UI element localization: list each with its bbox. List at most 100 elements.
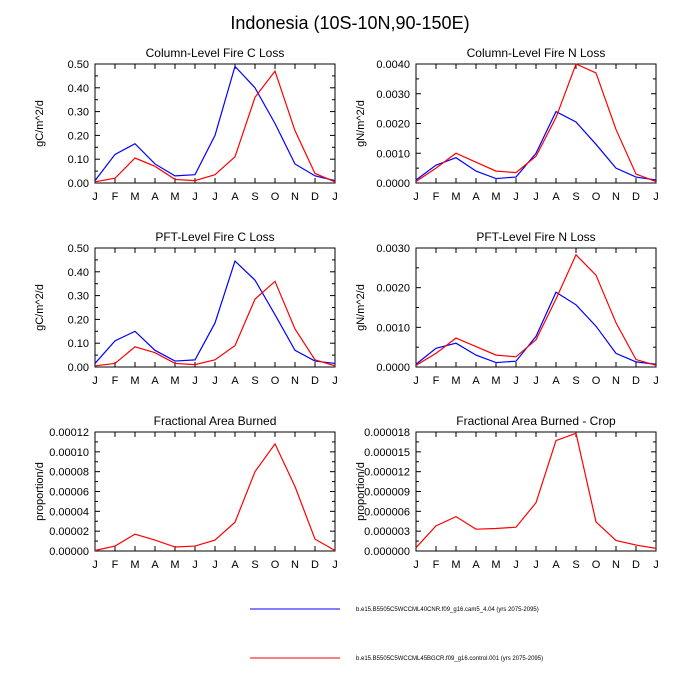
y-axis-label: gC/m^2/d (34, 100, 46, 147)
x-tick-label: J (653, 559, 659, 571)
y-tick-label: 0.10 (68, 338, 89, 350)
y-tick-label: 0.0000 (376, 178, 410, 190)
y-tick-label: 0.0020 (376, 283, 410, 295)
y-axis-label: proportion/d (34, 462, 46, 521)
x-tick-label: M (451, 559, 460, 571)
series-line-1 (94, 65, 336, 182)
y-tick-label: 0.50 (68, 59, 89, 71)
y-tick-label: 0.000009 (364, 487, 410, 499)
y-tick-label: 0.00004 (49, 506, 89, 518)
x-tick-label: O (271, 191, 280, 203)
x-tick-label: J (192, 191, 198, 203)
panel-title: PFT-Level Fire N Loss (476, 230, 595, 244)
x-tick-label: J (533, 191, 539, 203)
y-tick-label: 0.0020 (376, 119, 410, 131)
x-tick-label: D (311, 559, 319, 571)
plot-frame (94, 63, 336, 184)
y-tick-label: 0.0030 (376, 243, 410, 255)
y-tick-label: 0.00010 (49, 447, 89, 459)
x-tick-label: N (291, 191, 299, 203)
x-tick-label: F (112, 559, 119, 571)
y-axis-label: gC/m^2/d (34, 284, 46, 331)
x-tick-label: J (413, 375, 419, 387)
x-tick-label: D (311, 191, 319, 203)
x-tick-label: D (632, 191, 640, 203)
x-tick-label: M (170, 191, 179, 203)
x-tick-label: N (612, 375, 620, 387)
y-tick-label: 0.50 (68, 243, 89, 255)
series-line-2 (415, 63, 657, 183)
x-tick-label: J (92, 191, 98, 203)
x-tick-label: A (231, 375, 239, 387)
panel-title: Column-Level Fire N Loss (467, 46, 606, 60)
y-tick-label: 0.30 (68, 291, 89, 303)
x-tick-label: D (632, 375, 640, 387)
y-tick-label: 0.30 (68, 107, 89, 119)
x-tick-label: A (151, 559, 159, 571)
panel-title: Column-Level Fire C Loss (146, 46, 285, 60)
x-tick-label: A (552, 559, 560, 571)
y-tick-label: 0.0010 (376, 148, 410, 160)
y-tick-label: 0.20 (68, 130, 89, 142)
x-tick-label: A (552, 191, 560, 203)
x-tick-label: A (231, 191, 239, 203)
plot-frame (415, 431, 657, 552)
y-tick-label: 0.000003 (364, 526, 410, 538)
panel-6: Fractional Area Burned - Crop proportion/… (355, 414, 659, 571)
y-tick-label: 0.40 (68, 83, 89, 95)
x-tick-label: S (251, 191, 258, 203)
x-tick-label: O (592, 191, 601, 203)
x-tick-label: S (572, 191, 579, 203)
x-tick-label: F (433, 375, 440, 387)
x-tick-label: A (472, 559, 480, 571)
x-tick-label: S (251, 559, 258, 571)
y-tick-label: 0.0010 (376, 322, 410, 334)
y-tick-label: 0.000015 (364, 447, 410, 459)
x-tick-label: O (592, 559, 601, 571)
y-tick-label: 0.00000 (49, 546, 89, 558)
y-tick-label: 0.000000 (364, 546, 410, 558)
x-tick-label: A (552, 375, 560, 387)
x-tick-label: A (472, 191, 480, 203)
series-line-2 (94, 69, 336, 183)
x-tick-label: N (291, 559, 299, 571)
y-tick-label: 0.00 (68, 178, 89, 190)
x-tick-label: J (92, 375, 98, 387)
x-tick-label: S (572, 375, 579, 387)
x-tick-label: J (212, 191, 218, 203)
x-tick-label: J (192, 375, 198, 387)
y-axis-label: gN/m^2/d (355, 284, 367, 331)
legend-label-1: b.e15.B5505C5WCCML40CNR.f09_g16.cam5_4.0… (356, 607, 539, 613)
x-tick-label: F (112, 375, 119, 387)
x-tick-label: N (291, 375, 299, 387)
series-line-1 (415, 110, 657, 181)
x-tick-label: M (491, 191, 500, 203)
x-tick-label: M (170, 559, 179, 571)
legend: b.e15.B5505C5WCCML40CNR.f09_g16.cam5_4.0… (250, 607, 543, 662)
plot-frame (415, 247, 657, 368)
series-line-1 (415, 291, 657, 365)
x-tick-label: J (92, 559, 98, 571)
y-tick-label: 0.000012 (364, 467, 410, 479)
x-tick-label: J (533, 559, 539, 571)
y-tick-label: 0.20 (68, 314, 89, 326)
y-tick-label: 0.0030 (376, 89, 410, 101)
x-tick-label: A (472, 375, 480, 387)
panel-title: Fractional Area Burned (154, 414, 277, 428)
x-tick-label: F (112, 191, 119, 203)
y-tick-label: 0.00006 (49, 487, 89, 499)
x-tick-label: S (251, 375, 258, 387)
x-tick-label: J (513, 559, 519, 571)
panel-title: Fractional Area Burned - Crop (456, 414, 616, 428)
y-axis-label: gN/m^2/d (355, 100, 367, 147)
x-tick-label: F (433, 559, 440, 571)
series-line-1 (94, 259, 336, 365)
x-tick-label: M (130, 559, 139, 571)
x-tick-label: J (413, 559, 419, 571)
x-tick-label: M (130, 375, 139, 387)
x-tick-label: A (231, 559, 239, 571)
